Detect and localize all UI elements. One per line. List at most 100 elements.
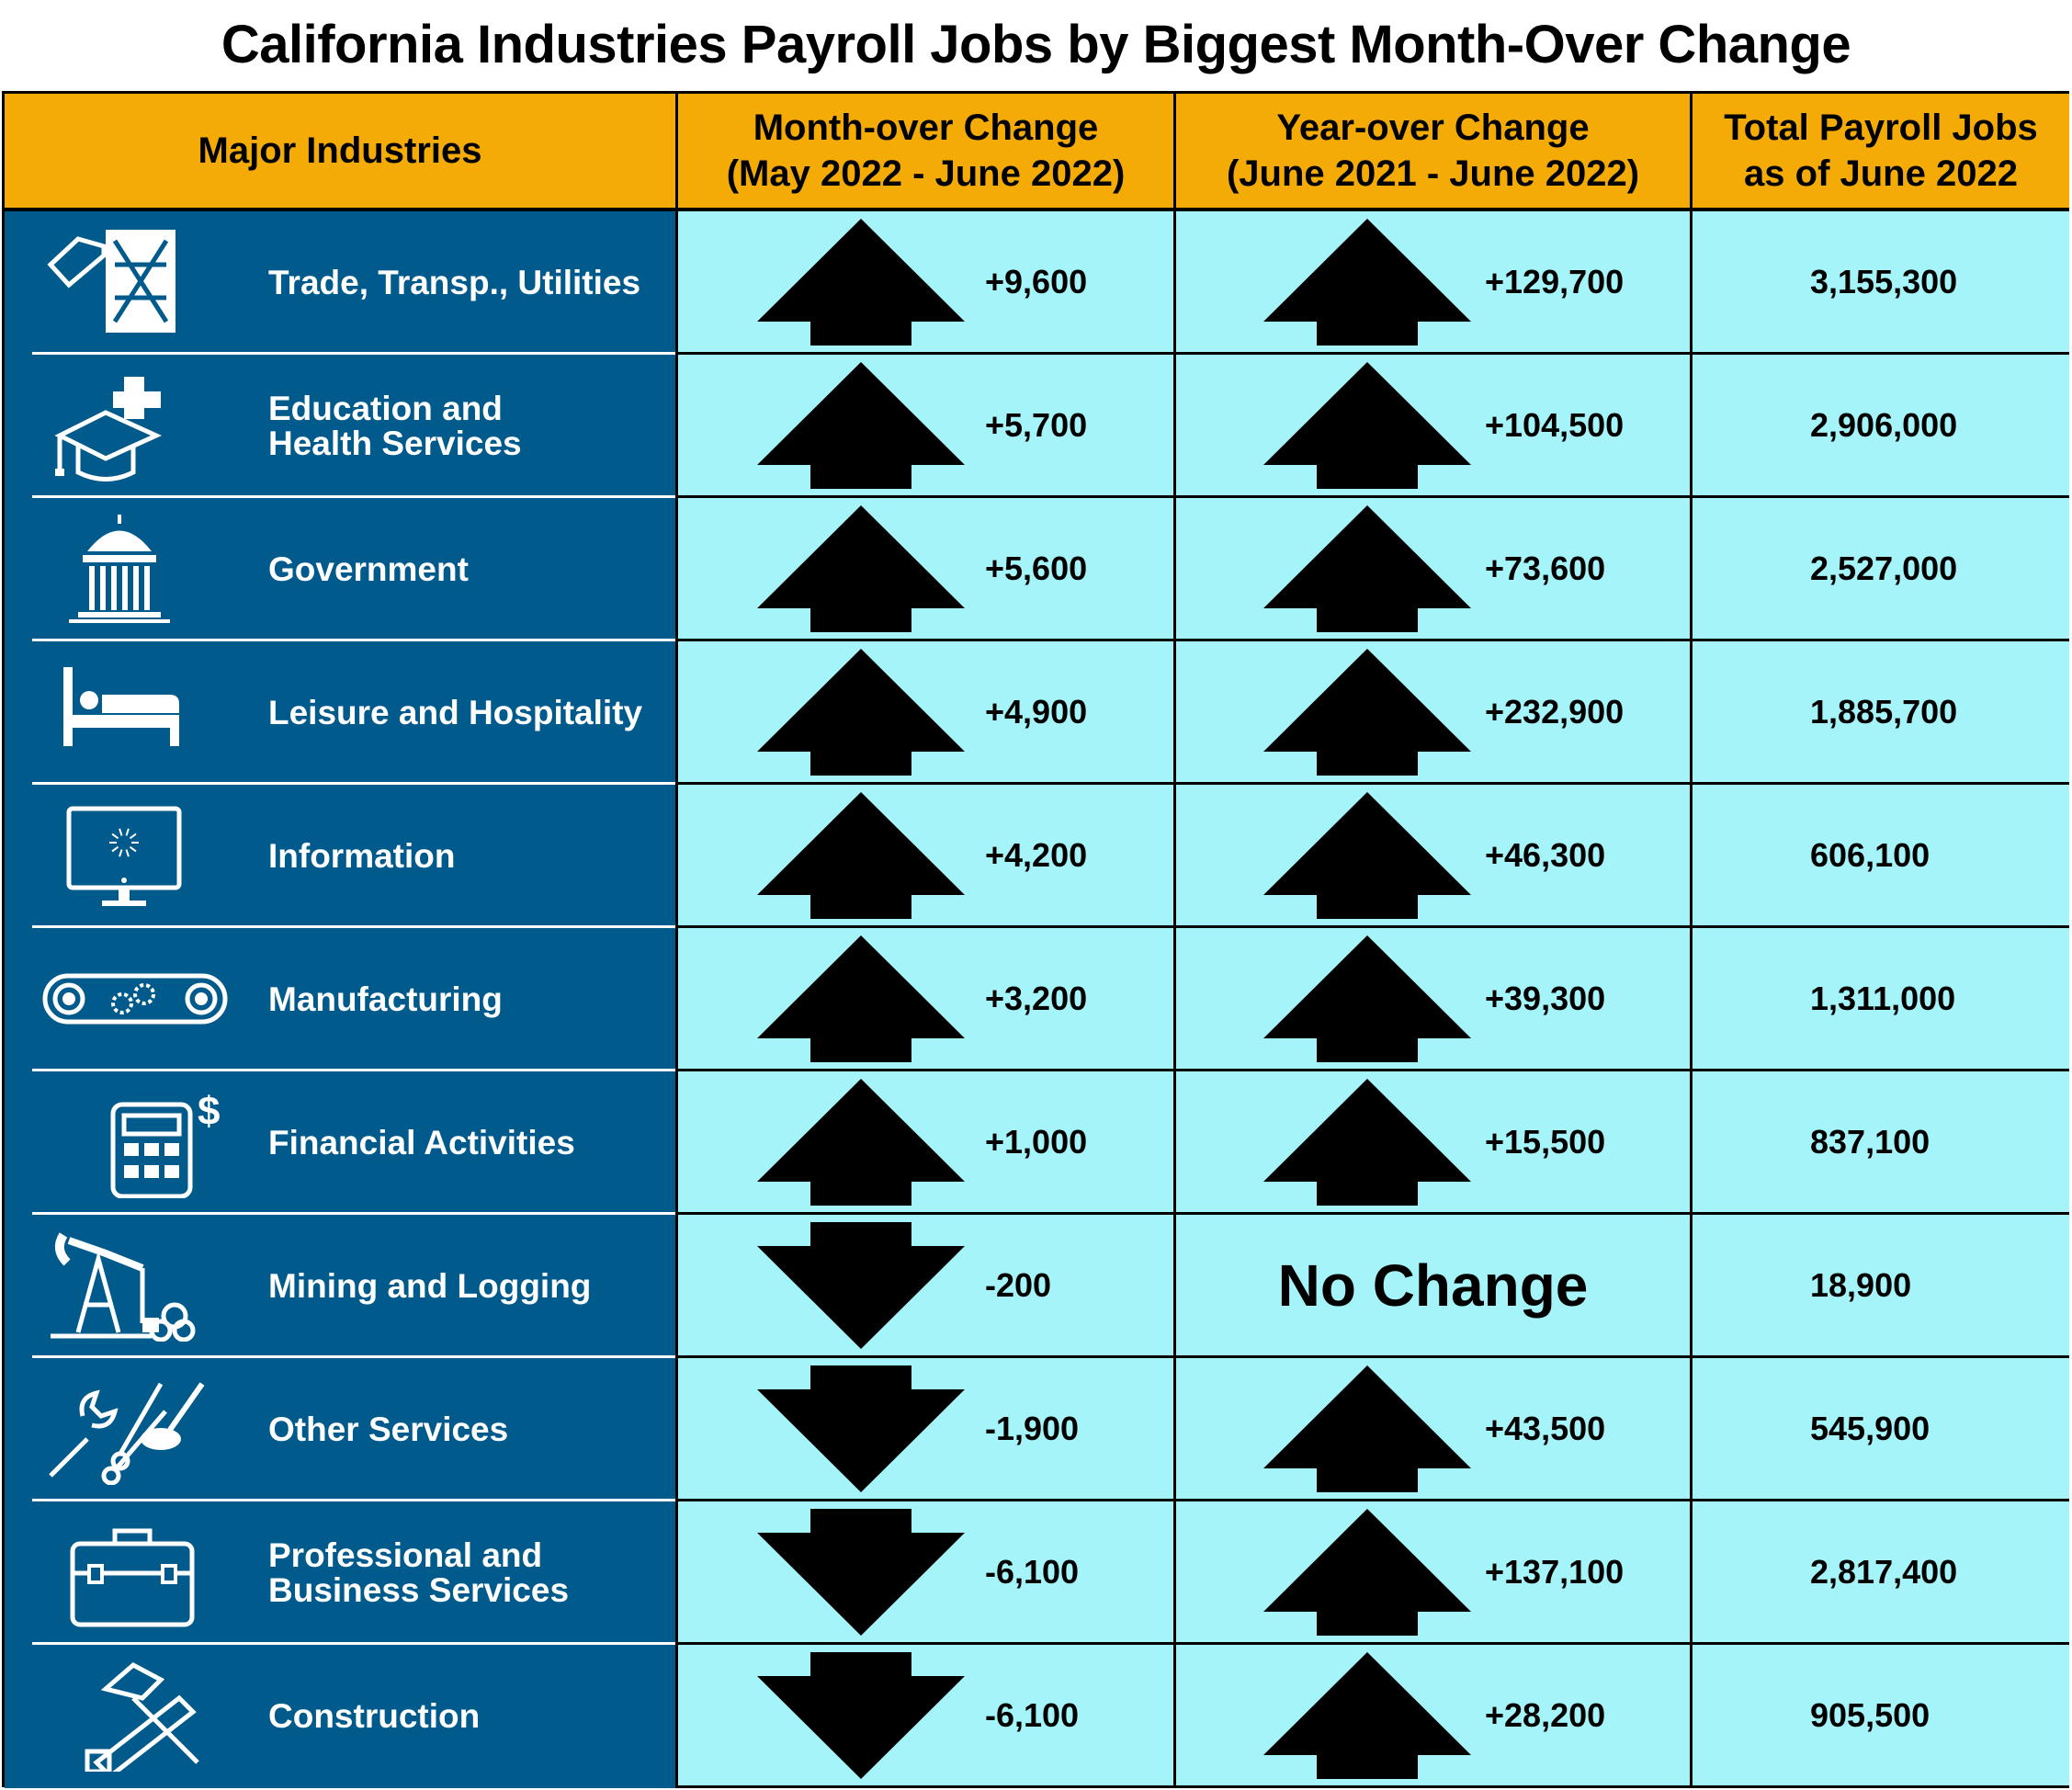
industry-cell: Leisure and Hospitality (5, 641, 678, 785)
industry-label: Mining and Logging (268, 1267, 592, 1305)
arrow-up-icon (1263, 935, 1471, 1062)
month-over-value: +9,600 (985, 262, 1088, 300)
briefcase-icon (70, 1528, 195, 1627)
header-month-over-change: Month-over Change (May 2022 - June 2022) (678, 94, 1176, 211)
industry-cell: Government (5, 498, 678, 641)
table-row: Education and Health Services +5,700 +10… (5, 355, 2069, 498)
year-over-cell: +43,500 (1176, 1358, 1693, 1501)
industry-label: Other Services (268, 1410, 509, 1448)
industry-label: Information (268, 837, 456, 875)
svg-text:$: $ (198, 1089, 220, 1134)
industries-table: Major Industries Month-over Change (May … (2, 91, 2069, 1788)
arrow-up-icon (1263, 505, 1471, 632)
arrow-up-icon (757, 792, 965, 919)
total-jobs-value: 837,100 (1810, 1122, 1930, 1161)
arrow-up-shape (757, 505, 965, 632)
year-over-value: No Change (1277, 1252, 1589, 1319)
row-divider (32, 1212, 675, 1215)
year-over-cell: +104,500 (1176, 355, 1693, 498)
total-jobs-cell: 1,311,000 (1693, 928, 2069, 1071)
total-jobs-cell: 2,906,000 (1693, 355, 2069, 498)
table-row: $ Financial Activities +1,000 +15,500 83… (5, 1071, 2069, 1215)
header-year-over-change: Year-over Change (June 2021 - June 2022) (1176, 94, 1693, 211)
year-over-value: +43,500 (1485, 1409, 1606, 1447)
year-over-cell: +73,600 (1176, 498, 1693, 641)
total-jobs-cell: 2,527,000 (1693, 498, 2069, 641)
total-jobs-value: 606,100 (1810, 835, 1930, 874)
oil-pump-logs-icon (51, 1232, 196, 1342)
row-divider (32, 352, 675, 355)
month-over-value: +4,900 (985, 692, 1088, 731)
year-over-value: +232,900 (1485, 692, 1625, 731)
month-over-cell: -200 (678, 1215, 1176, 1358)
arrow-down-icon (757, 1222, 965, 1349)
month-over-value: +1,000 (985, 1122, 1088, 1161)
month-over-value: -6,100 (985, 1552, 1080, 1591)
total-jobs-cell: 18,900 (1693, 1215, 2069, 1358)
year-over-cell: +129,700 (1176, 211, 1693, 355)
arrow-up-shape (1263, 505, 1471, 632)
arrow-up-shape (757, 792, 965, 919)
industry-cell: Education and Health Services (5, 355, 678, 498)
month-over-cell: +4,900 (678, 641, 1176, 785)
month-over-cell: +1,000 (678, 1071, 1176, 1215)
total-jobs-value: 2,527,000 (1810, 549, 1958, 587)
month-over-cell: +5,600 (678, 498, 1176, 641)
industry-cell: Mining and Logging (5, 1215, 678, 1358)
arrow-down-icon (757, 1365, 965, 1492)
row-divider (32, 1069, 675, 1071)
arrow-down-icon (757, 1509, 965, 1636)
header-major-industries: Major Industries (5, 94, 678, 211)
total-jobs-cell: 1,885,700 (1693, 641, 2069, 785)
arrow-down-icon (757, 1652, 965, 1779)
industry-label: Financial Activities (268, 1124, 575, 1161)
arrow-up-icon (1263, 792, 1471, 919)
year-over-cell: +232,900 (1176, 641, 1693, 785)
arrow-up-icon (757, 649, 965, 776)
arrow-down-shape (757, 1652, 965, 1779)
industry-cell: Information (5, 785, 678, 928)
table-row: Mining and Logging -200 No Change 18,900 (5, 1215, 2069, 1358)
row-divider (32, 782, 675, 785)
arrow-up-shape (757, 649, 965, 776)
arrow-up-shape (1263, 1365, 1471, 1492)
industry-label: Education and Health Services (268, 390, 522, 462)
arrow-up-shape (757, 362, 965, 489)
calculator-dollar-icon: $ (110, 1089, 220, 1198)
arrow-up-icon (757, 362, 965, 489)
arrow-down-shape (757, 1365, 965, 1492)
arrow-down-shape (757, 1509, 965, 1636)
year-over-value: +15,500 (1485, 1122, 1606, 1161)
industry-label: Manufacturing (268, 980, 503, 1018)
month-over-value: +4,200 (985, 835, 1088, 874)
year-over-cell: +137,100 (1176, 1501, 1693, 1645)
table-row: Information +4,200 +46,300 606,100 (5, 785, 2069, 928)
total-jobs-cell: 2,817,400 (1693, 1501, 2069, 1645)
arrow-up-icon (757, 505, 965, 632)
industry-label: Professional and Business Services (268, 1536, 570, 1609)
industry-label: Government (268, 550, 469, 588)
capitol-building-icon (69, 515, 170, 623)
row-divider (32, 925, 675, 928)
arrow-up-shape (1263, 1652, 1471, 1779)
arrow-up-icon (1263, 219, 1471, 346)
total-jobs-cell: 837,100 (1693, 1071, 2069, 1215)
arrow-up-shape (757, 1079, 965, 1206)
total-jobs-value: 1,885,700 (1810, 692, 1958, 731)
table-row: Other Services -1,900 +43,500 545,900 (5, 1358, 2069, 1501)
industry-label: Leisure and Hospitality (268, 694, 643, 731)
month-over-cell: +3,200 (678, 928, 1176, 1071)
arrow-up-shape (1263, 792, 1471, 919)
arrow-up-shape (1263, 649, 1471, 776)
year-over-cell: +15,500 (1176, 1071, 1693, 1215)
year-over-value: +104,500 (1485, 405, 1625, 444)
shipping-crate-icon (47, 230, 175, 333)
row-divider (32, 1642, 675, 1645)
table-body: Trade, Transp., Utilities +9,600 +129,70… (5, 211, 2069, 1788)
arrow-up-shape (757, 219, 965, 346)
table-row: Government +5,600 +73,600 2,527,000 (5, 498, 2069, 641)
arrow-up-icon (757, 935, 965, 1062)
month-over-value: +3,200 (985, 979, 1088, 1017)
month-over-value: +5,600 (985, 549, 1088, 587)
year-over-value: +73,600 (1485, 549, 1606, 587)
